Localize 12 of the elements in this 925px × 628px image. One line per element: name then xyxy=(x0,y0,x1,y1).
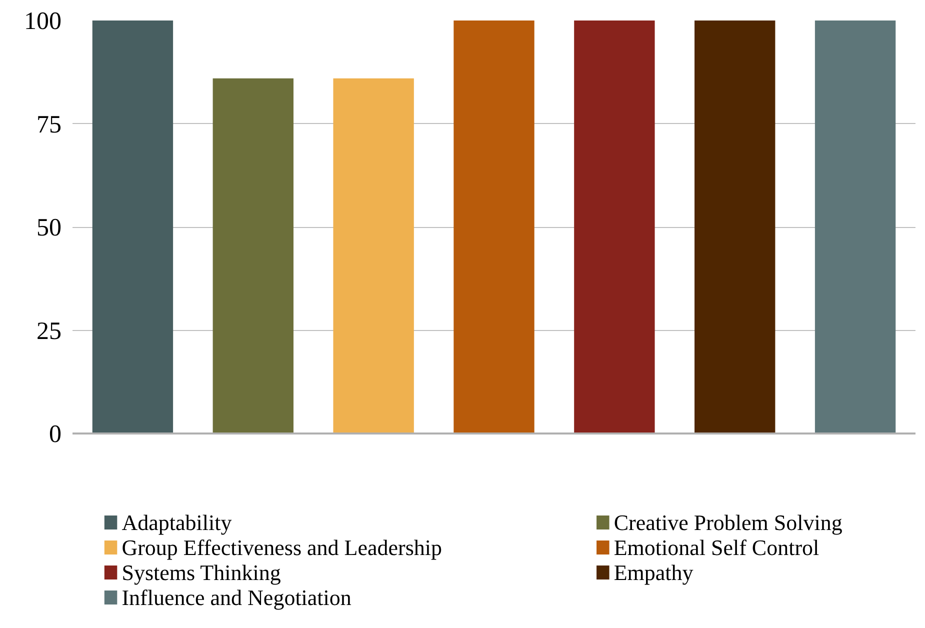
y-tick-label: 100 xyxy=(24,8,62,35)
y-tick-label: 75 xyxy=(36,111,62,138)
legend-label: Emotional Self Control xyxy=(614,535,820,560)
y-tick-label: 25 xyxy=(36,318,62,345)
legend-label: Group Effectiveness and Leadership xyxy=(122,535,442,560)
legend-label: Influence and Negotiation xyxy=(122,585,352,610)
y-tick-label: 0 xyxy=(49,421,62,448)
legend-label: Adaptability xyxy=(122,510,232,535)
legend-label: Systems Thinking xyxy=(122,560,281,585)
legend-label: Creative Problem Solving xyxy=(614,510,842,535)
y-tick-label: 50 xyxy=(36,214,62,242)
legend-label: Empathy xyxy=(614,560,694,585)
